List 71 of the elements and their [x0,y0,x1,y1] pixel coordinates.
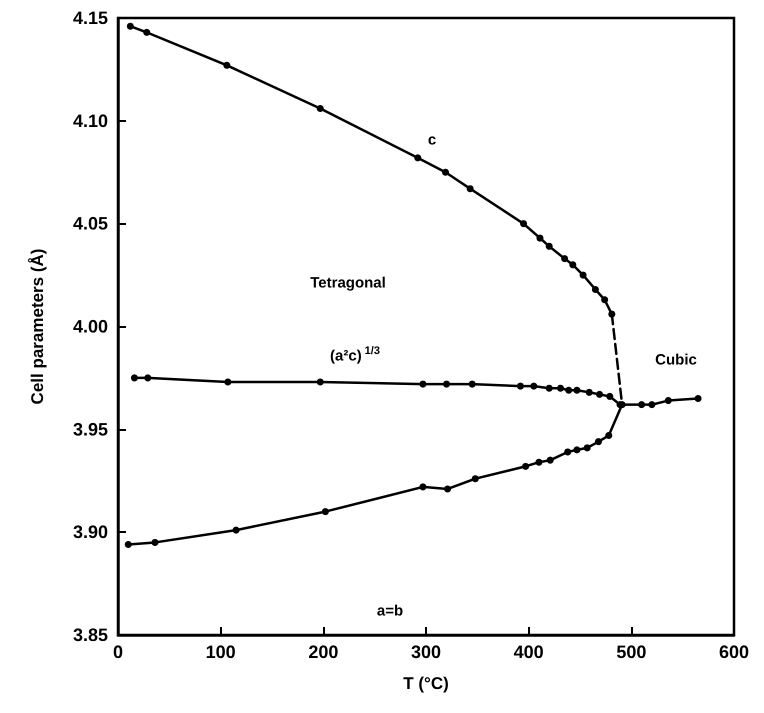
point [414,154,422,162]
point [606,392,614,400]
point [466,185,474,192]
point [442,168,450,176]
annotation: c [428,132,436,148]
y-tick-label: 3.85 [72,625,108,645]
point [664,397,672,404]
point [126,22,134,30]
x-tick-label: 300 [410,642,442,662]
point [561,255,568,262]
point [316,104,324,112]
x-tick-label: 600 [718,642,750,662]
point [151,538,158,546]
point [546,384,553,392]
point [546,242,553,250]
point [530,382,538,390]
point [316,378,324,386]
point [419,380,426,388]
y-tick-label: 4.15 [72,8,108,28]
point [443,380,450,388]
point [584,444,591,452]
point [520,220,528,228]
point [124,541,132,548]
point [596,390,604,398]
y-tick-label: 4.05 [72,214,108,234]
y-tick-label: 4.00 [72,316,108,336]
point [573,386,580,394]
point [594,438,602,446]
point [565,386,572,394]
point [472,475,479,482]
point [223,62,230,69]
point [648,401,656,408]
point [580,272,587,279]
point [143,28,150,36]
annotation: Cubic [655,352,697,368]
point [573,446,580,454]
y-tick-label: 3.95 [72,419,108,440]
x-tick-label: 500 [616,642,646,662]
point [569,261,576,268]
point [444,485,452,492]
point [638,401,646,408]
x-tick-label: 0 [112,642,124,662]
point [592,286,599,293]
x-tick-label: 200 [308,642,338,662]
point [419,483,426,490]
annotation: a=b [376,602,404,620]
point [224,378,232,386]
annotation: Tetragonal [310,274,386,292]
point [546,456,554,464]
point [605,432,612,439]
point [130,374,138,382]
point [144,374,152,382]
x-tick-label: 400 [514,642,544,662]
point [522,462,530,470]
x-tick-label: 100 [206,642,236,662]
point [468,380,476,388]
point [557,384,564,392]
point [564,448,572,456]
y-tick-label: 3.90 [72,522,108,542]
point [535,458,542,466]
point [601,296,608,304]
y-tick-label: 4.10 [72,110,108,131]
y-axis-title: Cell parameters (Å) [28,248,47,404]
point [232,526,240,534]
x-axis-title: T (°C) [403,674,449,693]
point [608,310,616,318]
point [536,234,544,242]
point [586,388,593,396]
point [516,382,524,390]
point [322,508,329,516]
point [694,394,702,402]
